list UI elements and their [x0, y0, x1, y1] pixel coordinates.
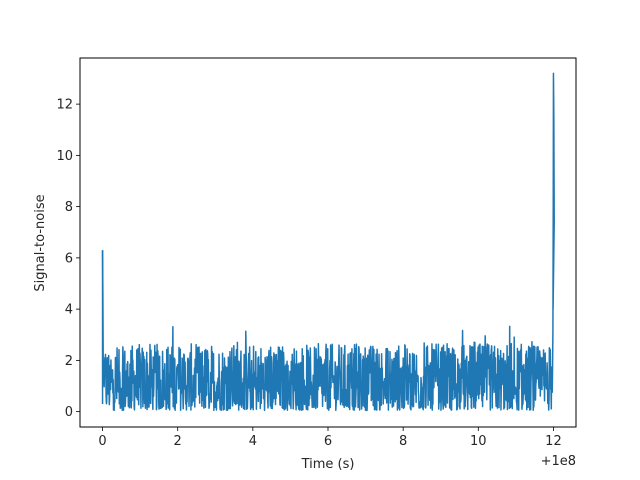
x-tick-label: 6: [324, 434, 332, 449]
x-tick-label: 0: [98, 434, 106, 449]
series-layer: [101, 72, 555, 412]
x-tick-label: 4: [249, 434, 257, 449]
x-tick-label: 2: [174, 434, 182, 449]
y-tick-label: 4: [65, 303, 73, 318]
y-tick-label: 6: [65, 251, 73, 266]
y-tick-label: 0: [65, 405, 73, 420]
y-tick-label: 12: [56, 98, 73, 113]
y-tick-label: 8: [65, 200, 73, 215]
x-offset-label: +1e8: [541, 454, 576, 469]
y-tick-label: 10: [56, 149, 73, 164]
x-tick-label: 12: [545, 434, 562, 449]
x-axis: 0 2 4 6 8 10 12: [98, 427, 562, 449]
y-axis-label: Signal-to-noise: [33, 194, 48, 291]
y-tick-label: 2: [65, 354, 73, 369]
x-tick-label: 8: [399, 434, 407, 449]
x-tick-label: 10: [470, 434, 487, 449]
x-axis-label: Time (s): [301, 457, 355, 472]
series-line: [101, 72, 555, 412]
y-axis: 0 2 4 6 8 10 12: [56, 98, 80, 420]
